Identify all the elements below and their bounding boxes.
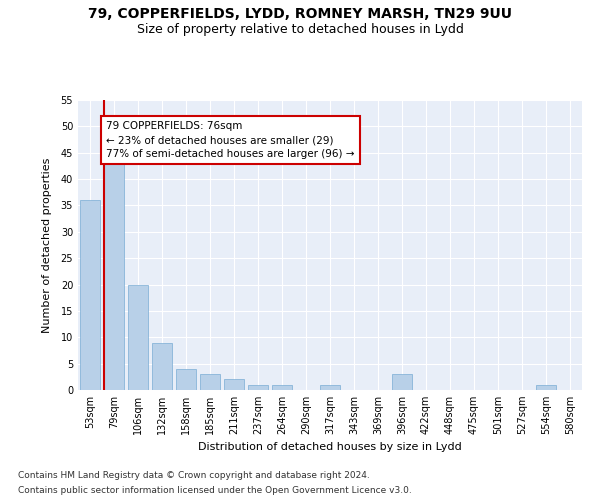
Text: Contains HM Land Registry data © Crown copyright and database right 2024.: Contains HM Land Registry data © Crown c… (18, 471, 370, 480)
Text: Size of property relative to detached houses in Lydd: Size of property relative to detached ho… (137, 22, 463, 36)
Bar (80, 200, 100, 390)
Bar (128, 284, 148, 390)
Bar (200, 374, 220, 390)
Bar (152, 342, 172, 390)
Text: 79 COPPERFIELDS: 76sqm
← 23% of detached houses are smaller (29)
77% of semi-det: 79 COPPERFIELDS: 76sqm ← 23% of detached… (106, 121, 355, 159)
Text: Distribution of detached houses by size in Lydd: Distribution of detached houses by size … (198, 442, 462, 452)
Text: 79, COPPERFIELDS, LYDD, ROMNEY MARSH, TN29 9UU: 79, COPPERFIELDS, LYDD, ROMNEY MARSH, TN… (88, 8, 512, 22)
Bar (224, 380, 244, 390)
Bar (320, 384, 340, 390)
Bar (248, 384, 268, 390)
Y-axis label: Number of detached properties: Number of detached properties (43, 158, 52, 332)
Bar (392, 374, 412, 390)
Bar (176, 369, 196, 390)
Bar (104, 152, 124, 390)
Bar (536, 384, 556, 390)
Text: Contains public sector information licensed under the Open Government Licence v3: Contains public sector information licen… (18, 486, 412, 495)
Bar (272, 384, 292, 390)
